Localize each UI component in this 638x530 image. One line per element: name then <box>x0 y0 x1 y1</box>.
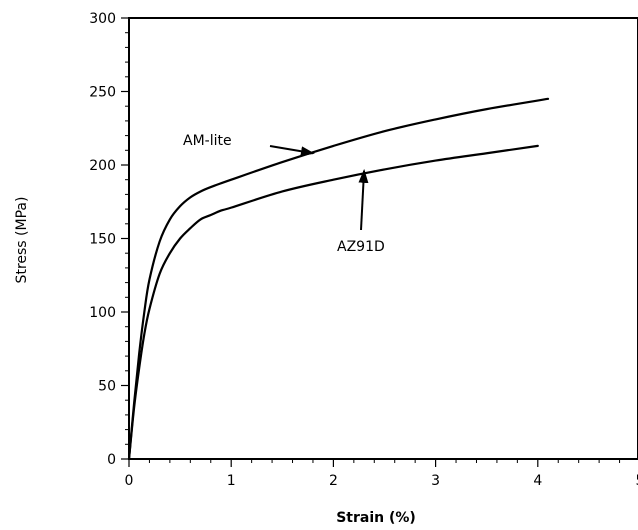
y-tick-label: 200 <box>89 158 116 174</box>
x-axis-title: Strain (%) <box>336 510 416 526</box>
y-tick-label: 300 <box>89 11 116 27</box>
y-tick-label: 150 <box>89 232 116 248</box>
x-axis-ticks: 0 1 2 3 4 5 <box>125 459 638 489</box>
y-tick-label: 0 <box>107 452 116 468</box>
x-tick-label: 2 <box>329 473 338 489</box>
y-tick-label: 50 <box>98 379 116 395</box>
y-axis-ticks: 0 50 100 150 200 250 300 <box>89 11 129 468</box>
y-tick-label: 250 <box>89 85 116 101</box>
x-tick-label: 4 <box>533 473 542 489</box>
annotation-arrow <box>269 145 315 157</box>
x-tick-label: 3 <box>431 473 440 489</box>
annotation-arrow <box>358 168 369 231</box>
x-tick-label: 5 <box>636 473 638 489</box>
series-line-az91d <box>127 144 539 461</box>
annotations: AM-lite AZ91D <box>183 133 385 255</box>
x-tick-label: 1 <box>227 473 236 489</box>
y-axis-title: Stress (MPa) <box>14 197 30 284</box>
annotation-label-az91d: AZ91D <box>337 239 385 255</box>
x-tick-label: 0 <box>125 473 134 489</box>
series-lines <box>127 97 550 461</box>
series-line-am-lite <box>127 97 550 461</box>
y-tick-label: 100 <box>89 305 116 321</box>
annotation-label-am-lite: AM-lite <box>183 133 232 149</box>
